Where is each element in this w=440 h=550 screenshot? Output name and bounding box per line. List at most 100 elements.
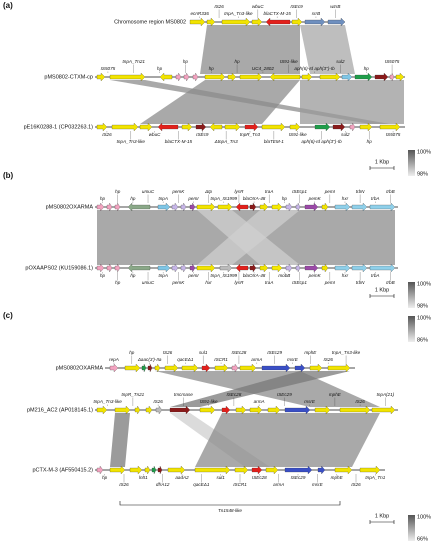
gene-arrow (169, 405, 191, 415)
gene-label: pemI (187, 273, 199, 278)
gene-arrow (209, 122, 223, 132)
scale-label: 1 Kbp (375, 159, 389, 165)
gene-arrow (295, 263, 301, 273)
gene-arrow (96, 122, 108, 132)
gene-label: ISEcp1 (292, 280, 307, 285)
gene-label: Δaac(3')-IIa (137, 357, 162, 362)
gene-arrow (379, 122, 401, 132)
gene-arrow (327, 17, 346, 27)
gene-arrow (114, 405, 131, 415)
gene-label: ISEc29 (277, 392, 292, 397)
gene-arrow (151, 465, 157, 475)
track-name: pM216_AC2 (AP018145.1) (27, 407, 93, 413)
gene-arrow (261, 122, 286, 132)
gene-label: wbuC (149, 132, 161, 137)
gene-arrow (181, 363, 199, 373)
bracket (119, 501, 341, 506)
gene-arrow (327, 363, 351, 373)
gene-arrow (269, 72, 301, 82)
gene-label: IS26 (214, 4, 224, 9)
gene-label: hp (115, 280, 121, 285)
gene-arrow (171, 202, 179, 212)
gene-arrow (314, 405, 331, 415)
gene-label: ΔtnpA_Tn3 (214, 139, 238, 144)
identity-max: 100% (417, 281, 431, 287)
gene-arrow (339, 405, 371, 415)
gene-arrow (180, 202, 187, 212)
gene-arrow (235, 405, 247, 415)
gene-arrow (359, 465, 381, 475)
scale-bar (369, 294, 395, 298)
gene-arrow (304, 263, 319, 273)
gene-label: ISEc29 (291, 475, 306, 480)
gene-label: traA (265, 189, 273, 194)
identity-min: 98% (417, 171, 428, 177)
gene-label: tnpA (158, 196, 167, 201)
gene-label: hp (364, 66, 370, 71)
gene-arrow (201, 363, 211, 373)
gene-arrow (359, 122, 373, 132)
gene-arrow (109, 72, 146, 82)
gene-arrow (147, 363, 153, 373)
gene-arrow (111, 122, 139, 132)
gene-arrow (294, 363, 306, 373)
gene-label: sul1 (199, 350, 208, 355)
gene-label: trbB (386, 280, 394, 285)
gene-label: hp (102, 475, 108, 480)
gene-label: lntI1 (139, 475, 148, 480)
gene-arrow (341, 72, 353, 82)
gene-arrow (192, 72, 199, 82)
gene-label: UC4_2802 (252, 66, 274, 71)
gene-arrow (265, 17, 291, 27)
gene-arrow (319, 72, 341, 82)
gene-arrow (96, 263, 105, 273)
gene-arrow (129, 465, 143, 475)
gene-label: wbuC (252, 4, 264, 9)
gene-arrow (321, 263, 329, 273)
bracket-label: Tn1548-like (218, 508, 242, 513)
gene-arrow (157, 465, 163, 475)
gene-arrow (159, 72, 173, 82)
gene-label: IS26 (355, 399, 365, 404)
gene-arrow (289, 122, 301, 132)
gene-label: tnpA_Tn21 (123, 59, 146, 64)
gene-arrow (291, 17, 303, 27)
gene-label: wzrB (330, 4, 340, 9)
track-name: pE16K0288-1 (CP032263.1) (24, 124, 94, 130)
gene-arrow (219, 263, 233, 273)
gene-arrow (196, 202, 216, 212)
gene-label: lysR (234, 280, 244, 285)
identity-max: 100% (417, 514, 431, 520)
gene-label: IS91-like (289, 132, 307, 137)
gene-arrow (284, 405, 311, 415)
gene-label: mobB (278, 273, 290, 278)
gene-arrow (317, 465, 326, 475)
gene-arrow (154, 363, 161, 373)
track-name: pCTX-M-3 (AF550415.2) (32, 467, 93, 473)
gene-label: qacEΔ1 (193, 482, 210, 487)
gene-arrow (181, 122, 193, 132)
identity-gradient (408, 316, 415, 342)
gene-arrow (244, 122, 259, 132)
gene-arrow (334, 202, 351, 212)
gene-label: tnpA_Tn3-like (117, 139, 146, 144)
gene-label: IS91-like (280, 59, 298, 64)
gene-arrow (183, 72, 190, 82)
track-name: pMS0802-CTXM-cp (44, 74, 93, 80)
gene-label: trbN (356, 189, 365, 194)
gene-label: hp (282, 196, 288, 201)
gene-label: trbA (371, 273, 379, 278)
gene-label: pemK (171, 280, 185, 285)
gene-arrow (171, 263, 179, 273)
gene-label: mphE (329, 392, 342, 397)
track-name: pMS0802OXARMA (46, 204, 94, 210)
gene-arrow (155, 405, 163, 415)
gene-label: pemI (324, 189, 336, 194)
gene-label: hxr (342, 273, 349, 278)
panel-tag: (c) (3, 311, 13, 320)
gene-label: IS26 (153, 399, 163, 404)
gene-arrow (239, 72, 263, 82)
gene-arrow (321, 202, 329, 212)
gene-arrow (395, 72, 405, 82)
identity-min: 66% (417, 536, 428, 542)
